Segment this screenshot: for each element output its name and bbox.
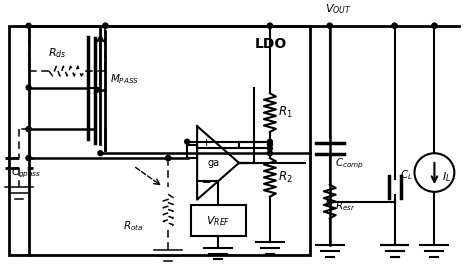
Circle shape [327,23,332,28]
Circle shape [98,151,103,156]
Circle shape [267,23,273,28]
Circle shape [267,151,273,156]
Circle shape [26,23,31,28]
Text: $R_2$: $R_2$ [278,170,292,185]
Text: $R_{ds}$: $R_{ds}$ [48,46,66,60]
Text: LDO: LDO [255,37,287,51]
Circle shape [267,142,273,147]
Circle shape [103,23,108,28]
Text: $R_{esr}$: $R_{esr}$ [335,200,356,213]
Bar [9,26,310,255]
Circle shape [103,23,108,28]
Circle shape [267,23,273,28]
Circle shape [26,156,31,161]
Circle shape [26,85,31,90]
Text: $V_{OUT}$: $V_{OUT}$ [325,2,351,16]
Bar [191,205,246,236]
Circle shape [26,156,31,161]
Circle shape [185,139,190,144]
Text: $R_{ota}$: $R_{ota}$ [123,219,144,233]
Text: $M_{PASS}$: $M_{PASS}$ [110,72,140,86]
Text: ga: ga [207,158,219,168]
Circle shape [26,127,31,131]
Circle shape [267,146,273,151]
Circle shape [432,23,437,28]
Circle shape [166,156,171,161]
Circle shape [267,139,273,144]
Text: $C_L$: $C_L$ [400,168,412,182]
Circle shape [26,127,31,131]
Text: $I_L$: $I_L$ [442,170,452,184]
Text: $C_{gpass}$: $C_{gpass}$ [11,165,41,180]
Text: $R_1$: $R_1$ [278,105,292,120]
Text: +: + [202,138,211,148]
Text: −: − [202,178,211,188]
Circle shape [327,23,332,28]
Text: $C_{comp}$: $C_{comp}$ [335,156,364,170]
Circle shape [392,23,397,28]
Circle shape [166,156,171,161]
Circle shape [432,23,437,28]
Circle shape [392,23,397,28]
Text: $V_{REF}$: $V_{REF}$ [206,214,230,228]
Circle shape [327,199,332,204]
